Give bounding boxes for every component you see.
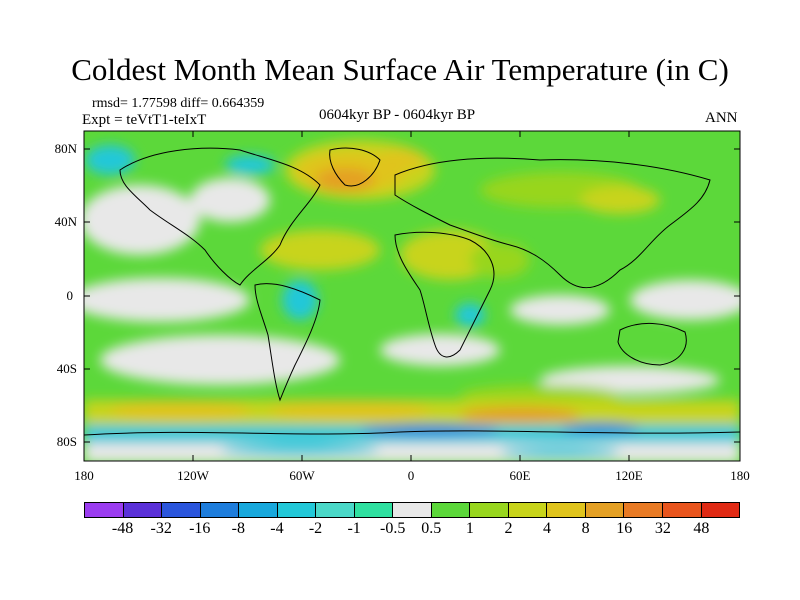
colorbar-swatch [508, 503, 548, 517]
colorbar-swatch [200, 503, 240, 517]
colorbar-tick-label: -2 [308, 520, 323, 537]
colorbar-tick-label: 48 [693, 520, 710, 537]
colorbar-swatch [624, 503, 663, 517]
experiment-label: Expt = teVtT1-teIxT [82, 112, 207, 128]
colorbar [84, 502, 740, 518]
colorbar-swatch [431, 503, 471, 517]
colorbar-tick-label: -4 [270, 520, 284, 537]
colorbar-swatch [239, 503, 278, 517]
lon-label-120w: 120W [177, 468, 209, 483]
lon-label-0: 0 [407, 468, 415, 483]
colorbar-swatch [162, 503, 201, 517]
chart-title: Coldest Month Mean Surface Air Temperatu… [71, 52, 729, 87]
colorbar-tick-label: -48 [111, 520, 134, 537]
colorbar-tick-label: 4 [543, 520, 552, 537]
colorbar-tick-label: -32 [150, 520, 172, 537]
period-label: 0604kyr BP - 0604kyr BP [319, 107, 476, 123]
colorbar-swatch [85, 503, 124, 517]
colorbar-tick-label: -0.5 [380, 520, 406, 537]
colorbar-tick-label: -16 [189, 520, 211, 537]
lon-label-120e: 120E [615, 468, 643, 483]
lon-label-180e: 180 [730, 468, 750, 483]
colorbar-swatch [662, 503, 702, 517]
coastlines [84, 147, 740, 436]
colorbar-tick-label: -8 [231, 520, 245, 537]
lat-label-40s: 40S [56, 361, 77, 376]
colorbar-swatch [123, 503, 163, 517]
colorbar-swatch [316, 503, 355, 517]
lat-label-80n: 80N [54, 141, 77, 156]
rmsd-stats: rmsd= 1.77598 diff= 0.664359 [92, 96, 265, 111]
temperature-field [84, 140, 740, 461]
lat-label-40n: 40N [54, 214, 77, 229]
colorbar-tick-label: -1 [347, 520, 361, 537]
colorbar-tick-label: 2 [504, 520, 513, 537]
colorbar-tick-label: 32 [654, 520, 671, 537]
lat-label-0: 0 [66, 288, 74, 303]
colorbar-tick-label: 1 [465, 520, 474, 537]
lon-label-60w: 60W [289, 468, 315, 483]
colorbar-tick-label: 0.5 [421, 520, 442, 537]
axis-ticks [84, 131, 740, 461]
colorbar-tick-label: 16 [616, 520, 633, 537]
colorbar-swatch [585, 503, 625, 517]
lon-label-60e: 60E [509, 468, 531, 483]
colorbar-swatch [470, 503, 509, 517]
lon-label-180w: 180 [74, 468, 94, 483]
colorbar-swatch [547, 503, 586, 517]
colorbar-swatch [354, 503, 394, 517]
colorbar-swatch [277, 503, 317, 517]
colorbar-swatch [701, 503, 740, 517]
season-label: ANN [705, 110, 738, 126]
colorbar-tick-label: 8 [581, 520, 590, 537]
lat-label-80s: 80S [56, 434, 77, 449]
colorbar-swatch [393, 503, 432, 517]
